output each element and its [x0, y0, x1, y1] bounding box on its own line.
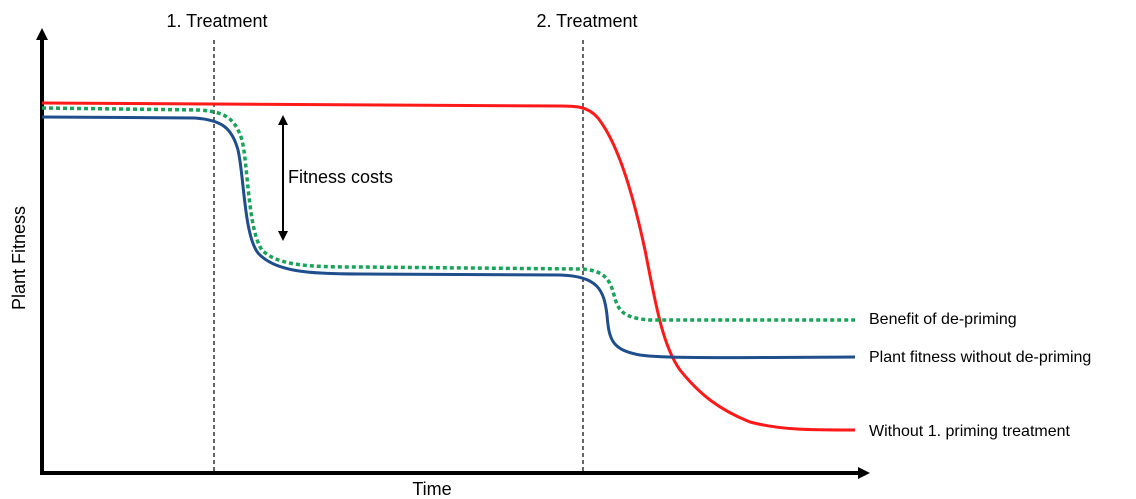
curve-label: Plant fitness without de-priming	[869, 349, 1091, 366]
annotation: Fitness costs	[288, 167, 393, 187]
curve-without-priming	[41, 101, 856, 432]
treatment-label: 2. Treatment	[536, 11, 637, 31]
curve-benefit-de-priming	[41, 106, 855, 322]
curve-label: Without 1. priming treatment	[869, 423, 1071, 440]
y-axis-label: Plant Fitness	[9, 206, 29, 310]
x-axis-label: Time	[412, 479, 451, 499]
curve-without-de-priming	[41, 115, 856, 360]
curve-label: Benefit of de-priming	[869, 311, 1017, 328]
treatment-label: 1. Treatment	[166, 11, 267, 31]
